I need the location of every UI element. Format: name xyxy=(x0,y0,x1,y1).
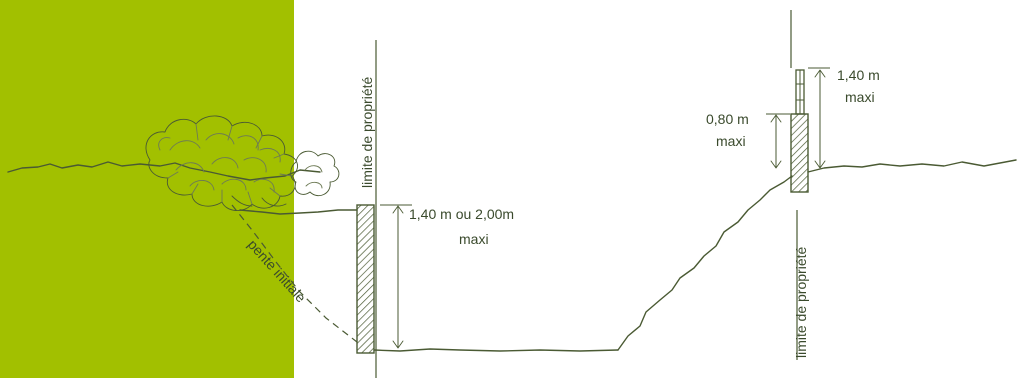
right-wall-maxi-label: maxi xyxy=(716,133,746,149)
left-retaining-wall xyxy=(356,204,375,354)
valley-floor xyxy=(373,348,619,352)
left-ground-line xyxy=(7,161,321,181)
right-fence-height-label: 1,40 m xyxy=(837,67,880,83)
green-panel xyxy=(0,0,294,378)
left-wall-maxi-label: maxi xyxy=(459,231,489,247)
right-fence xyxy=(795,69,805,115)
right-fence-maxi-label: maxi xyxy=(845,89,875,105)
left-wall-dimension xyxy=(380,204,412,349)
right-property-limit-label: limite de propriété xyxy=(793,247,809,358)
right-ground-line xyxy=(807,159,1017,173)
initial-slope-dashed-line xyxy=(231,204,358,343)
right-wall-dimension xyxy=(766,113,790,169)
hedge-bush xyxy=(145,115,340,211)
upper-terrain-line xyxy=(239,209,358,215)
right-retaining-wall xyxy=(790,113,809,193)
left-wall-height-label: 1,40 m ou 2,00m xyxy=(409,206,514,222)
right-fence-dimension xyxy=(808,67,830,169)
embankment-slope xyxy=(617,175,793,351)
left-property-limit-label: limite de propriété xyxy=(359,77,375,188)
right-wall-height-label: 0,80 m xyxy=(706,111,749,127)
